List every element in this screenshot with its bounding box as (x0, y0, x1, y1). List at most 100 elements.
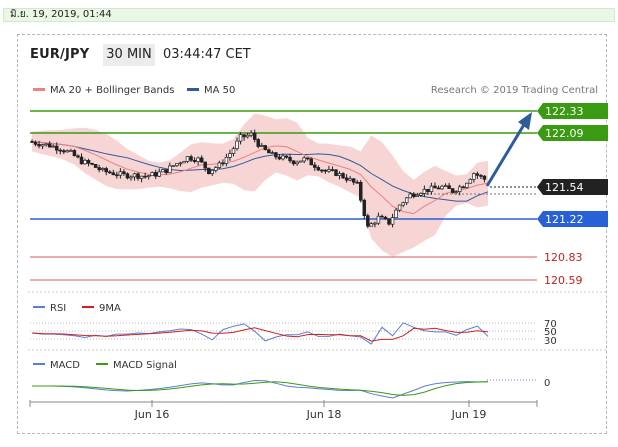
legend-ma50: MA 50 (187, 85, 235, 97)
candle-body (72, 150, 77, 157)
candle-body (461, 186, 466, 189)
candle-body (146, 175, 151, 178)
candle-body (44, 143, 48, 146)
candle-body (132, 173, 137, 178)
candle-body (206, 167, 211, 175)
candle-body (115, 174, 119, 177)
timestamp-bar: มิ.ย. 19, 2019, 01:44 (3, 8, 615, 22)
credit-text: Research © 2019 Trading Central (430, 85, 598, 96)
candle-body (383, 216, 388, 220)
candle-body (104, 168, 108, 173)
candle-body (436, 187, 441, 190)
candle-body (100, 168, 105, 171)
candle-body (288, 157, 292, 162)
candle-body (136, 173, 140, 179)
rsi-30-text: 30 (544, 336, 557, 347)
candle-body (369, 223, 374, 227)
projection-arrow (485, 122, 527, 187)
candle-body (125, 173, 130, 179)
candle-body (58, 149, 63, 152)
candle-body (54, 145, 59, 151)
candle-body (175, 162, 179, 166)
macd-signal-label: MACD Signal (113, 360, 177, 371)
rsi-50-text: 50 (544, 327, 557, 338)
candle-body (93, 164, 98, 168)
candle-body (228, 153, 232, 158)
candle-body (90, 162, 94, 165)
ma50-swatch (187, 87, 199, 91)
candle-body (267, 149, 271, 154)
candle-body (182, 161, 186, 164)
level-s1-text: 121.22 (545, 213, 584, 226)
x-label-jun16: Jun 16 (134, 408, 170, 421)
candle-body (161, 169, 165, 173)
candle-body (153, 172, 158, 177)
candle-body (139, 175, 144, 179)
macd-signal-line (32, 381, 489, 396)
macd-label: MACD (50, 360, 80, 371)
candle-body (422, 188, 427, 194)
candle-body (83, 159, 87, 165)
candle-body (291, 160, 296, 165)
candle-body (376, 215, 381, 224)
candle-body (457, 186, 462, 193)
candle-body (454, 191, 458, 194)
candle-body (164, 169, 169, 174)
candle-body (309, 158, 314, 166)
level-s3-text: 120.59 (544, 274, 583, 287)
candle-body (277, 156, 282, 160)
candle-body (231, 148, 236, 154)
candle-body (298, 160, 303, 163)
candle-body (358, 181, 363, 201)
candle-body (443, 185, 448, 188)
candle-body (380, 215, 384, 218)
candle-body (30, 141, 34, 143)
candle-body (171, 165, 176, 167)
ma50-line (31, 141, 489, 202)
candle-body (196, 157, 200, 162)
rsi-line (31, 322, 489, 345)
candle-body (111, 172, 116, 176)
candle-body (62, 150, 66, 153)
chart-frame (17, 34, 607, 434)
candle-body (313, 164, 317, 168)
x-label-jun18: Jun 18 (306, 408, 342, 421)
timeframe-button[interactable]: 30 MIN (103, 44, 155, 66)
candle-body (249, 132, 253, 136)
candle-body (178, 162, 183, 165)
timestamp: มิ.ย. 19, 2019, 01:44 (10, 9, 112, 20)
candle-body (224, 156, 229, 164)
candle-body (362, 199, 367, 217)
candle-body (281, 155, 285, 160)
rsi-label: RSI (50, 303, 66, 314)
candle-body (118, 171, 123, 176)
candle-body (256, 139, 260, 147)
candle-body (305, 157, 310, 160)
macd-line (32, 379, 489, 399)
rsi-ma-line (31, 327, 489, 342)
candle-body (263, 145, 268, 151)
candle-body (433, 185, 437, 189)
level-s2-text: 120.83 (544, 251, 583, 264)
price-candles (30, 129, 487, 229)
candle-body (316, 167, 321, 171)
candle-body (214, 167, 218, 171)
level-r1-text: 122.09 (545, 127, 584, 140)
candle-body (185, 156, 190, 162)
candle-body (397, 204, 402, 211)
candle-body (270, 152, 275, 154)
arrow-head-icon (518, 112, 532, 130)
candle-body (143, 175, 147, 178)
candle-body (203, 161, 207, 169)
candle-body (65, 150, 70, 153)
legend-ma20: MA 20 + Bollinger Bands (33, 85, 174, 97)
candle-body (351, 178, 356, 183)
level-r2-text: 122.33 (545, 105, 584, 118)
ma20-swatch (33, 87, 45, 91)
candle-body (217, 162, 222, 168)
level-last-text: 121.54 (545, 181, 584, 194)
candle-body (76, 155, 80, 158)
candle-body (245, 134, 250, 138)
candle-body (33, 141, 38, 145)
